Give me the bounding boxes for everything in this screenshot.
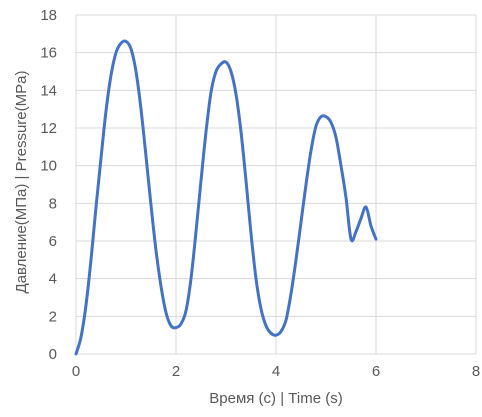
y-tick-label: 14 xyxy=(40,82,57,99)
x-tick-label: 2 xyxy=(172,363,180,380)
x-axis-label: Время (с) | Time (s) xyxy=(209,390,342,407)
y-tick-label: 10 xyxy=(40,158,57,175)
y-axis-label: Давление(МПа) | Pressure(MPa) xyxy=(13,71,30,294)
y-tick-label: 12 xyxy=(40,120,57,137)
y-tick-label: 18 xyxy=(40,7,57,24)
x-tick-labels: 0 2 4 6 8 xyxy=(72,363,480,380)
y-tick-label: 8 xyxy=(49,195,57,212)
vertical-gridlines xyxy=(75,15,477,354)
y-tick-label: 4 xyxy=(49,271,57,288)
series-group xyxy=(74,39,378,356)
x-tick-label: 4 xyxy=(272,363,280,380)
x-tick-label: 6 xyxy=(372,363,380,380)
y-tick-label: 16 xyxy=(40,45,57,62)
y-tick-label: 2 xyxy=(49,308,57,325)
x-tick-label: 0 xyxy=(72,363,80,380)
y-tick-label: 6 xyxy=(49,233,57,250)
y-tick-labels: 0 2 4 6 8 10 12 14 16 18 xyxy=(40,7,57,363)
x-tick-label: 8 xyxy=(472,363,480,380)
series-line xyxy=(74,39,378,356)
y-tick-label: 0 xyxy=(49,346,57,363)
